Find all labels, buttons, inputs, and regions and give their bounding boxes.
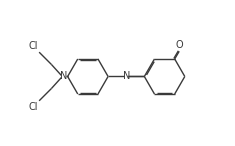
Text: Cl: Cl (28, 41, 38, 51)
Text: Cl: Cl (28, 102, 38, 112)
Text: O: O (176, 40, 183, 50)
Text: N: N (122, 72, 130, 81)
Text: N: N (60, 72, 67, 81)
